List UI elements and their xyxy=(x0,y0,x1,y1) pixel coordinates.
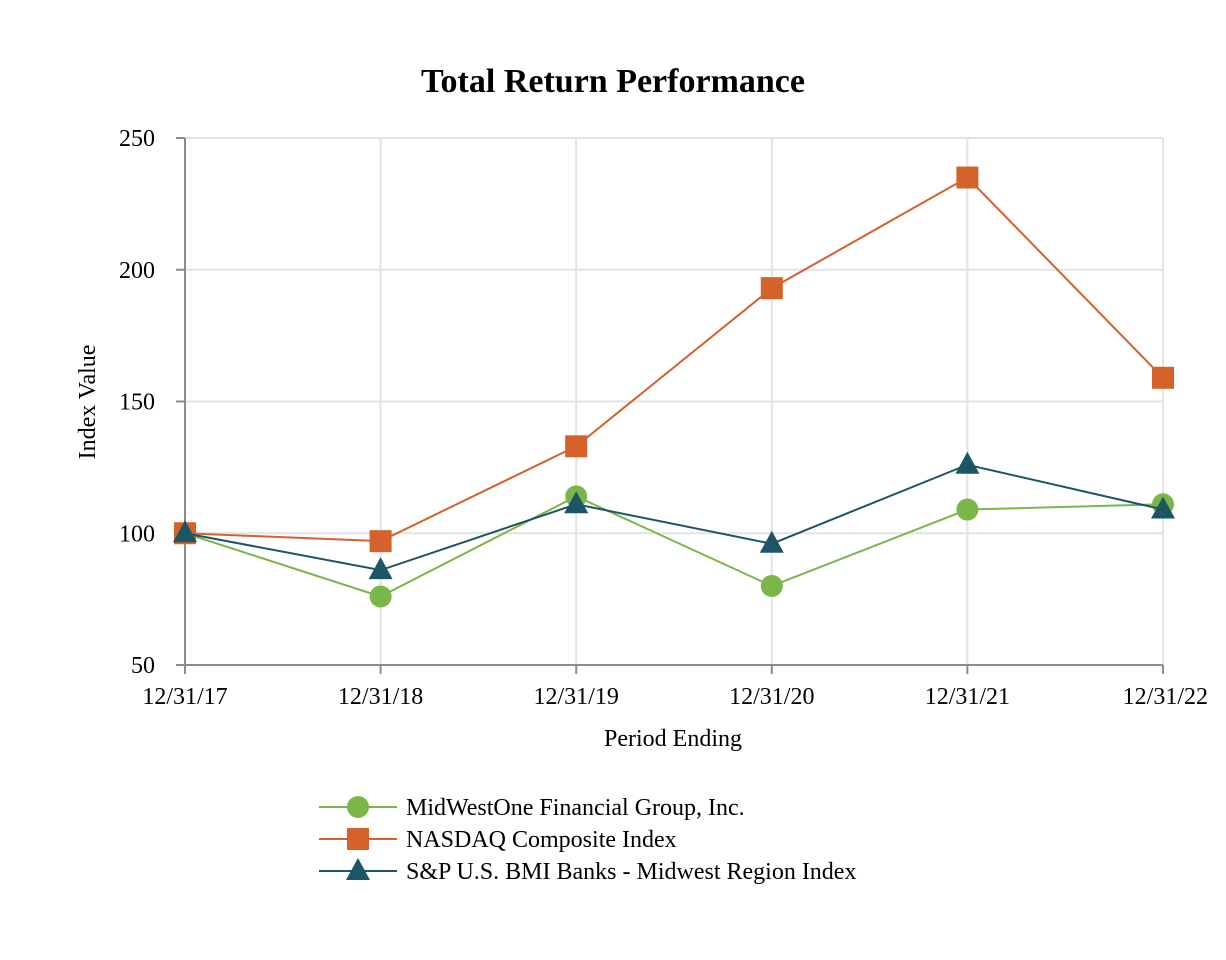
legend: MidWestOne Financial Group, Inc. NASDAQ C… xyxy=(319,795,856,885)
axes: 50 100 150 200 250 12/31/17 12/31/18 12/31/19 12… xyxy=(119,126,1208,710)
x-axis-label: Period Ending xyxy=(604,726,742,752)
data-point-triangle xyxy=(1151,496,1175,519)
chart-title: Total Return Performance xyxy=(421,63,805,100)
series-line xyxy=(184,495,1164,598)
legend-label: NASDAQ Composite Index xyxy=(406,827,677,853)
y-tick-label: 150 xyxy=(119,390,155,416)
x-tick-label: 12/31/17 xyxy=(142,684,227,710)
legend-marker-square xyxy=(347,828,369,850)
y-tick-label: 200 xyxy=(119,258,155,284)
legend-marker-circle xyxy=(347,796,369,818)
x-tick-label: 12/31/18 xyxy=(338,684,423,710)
series-circle xyxy=(174,485,1174,608)
y-tick-label: 250 xyxy=(119,126,155,152)
data-point-triangle xyxy=(173,520,197,543)
y-tick-label: 100 xyxy=(119,521,155,547)
data-point-circle xyxy=(760,574,783,597)
legend-item: S&P U.S. BMI Banks - Midwest Region Inde… xyxy=(319,858,856,885)
y-tick-label: 50 xyxy=(131,653,155,679)
y-axis-label: Index Value xyxy=(75,345,101,460)
data-point-square xyxy=(369,530,392,553)
grid xyxy=(185,137,1164,665)
legend-item: NASDAQ Composite Index xyxy=(319,827,677,853)
x-tick-label: 12/31/19 xyxy=(534,684,619,710)
series-triangle xyxy=(173,451,1175,580)
data-point-triangle xyxy=(955,451,980,474)
legend-label: MidWestOne Financial Group, Inc. xyxy=(406,795,745,821)
legend-marker-triangle xyxy=(346,858,370,880)
plot-area xyxy=(173,166,1175,608)
data-point-square xyxy=(760,277,783,300)
x-tick-label: 12/31/22 xyxy=(1123,684,1208,710)
data-point-circle xyxy=(369,585,392,608)
legend-label: S&P U.S. BMI Banks - Midwest Region Inde… xyxy=(406,859,856,885)
data-point-circle xyxy=(956,498,979,521)
data-point-triangle xyxy=(759,530,784,553)
series-line xyxy=(184,176,1164,543)
data-point-square xyxy=(956,166,979,189)
data-point-square xyxy=(565,435,588,458)
data-point-triangle xyxy=(564,491,589,514)
x-tick-label: 12/31/20 xyxy=(729,684,814,710)
series-square xyxy=(174,166,1174,553)
legend-item: MidWestOne Financial Group, Inc. xyxy=(319,795,745,821)
x-tick-label: 12/31/21 xyxy=(925,684,1010,710)
data-point-triangle xyxy=(368,557,393,580)
series-line xyxy=(184,463,1164,572)
data-point-square xyxy=(1152,366,1174,389)
